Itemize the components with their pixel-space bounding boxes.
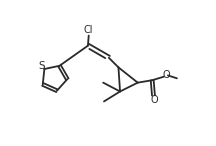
Text: Cl: Cl — [84, 25, 94, 35]
Text: O: O — [162, 70, 170, 80]
Text: O: O — [150, 95, 158, 105]
Text: S: S — [38, 61, 45, 71]
